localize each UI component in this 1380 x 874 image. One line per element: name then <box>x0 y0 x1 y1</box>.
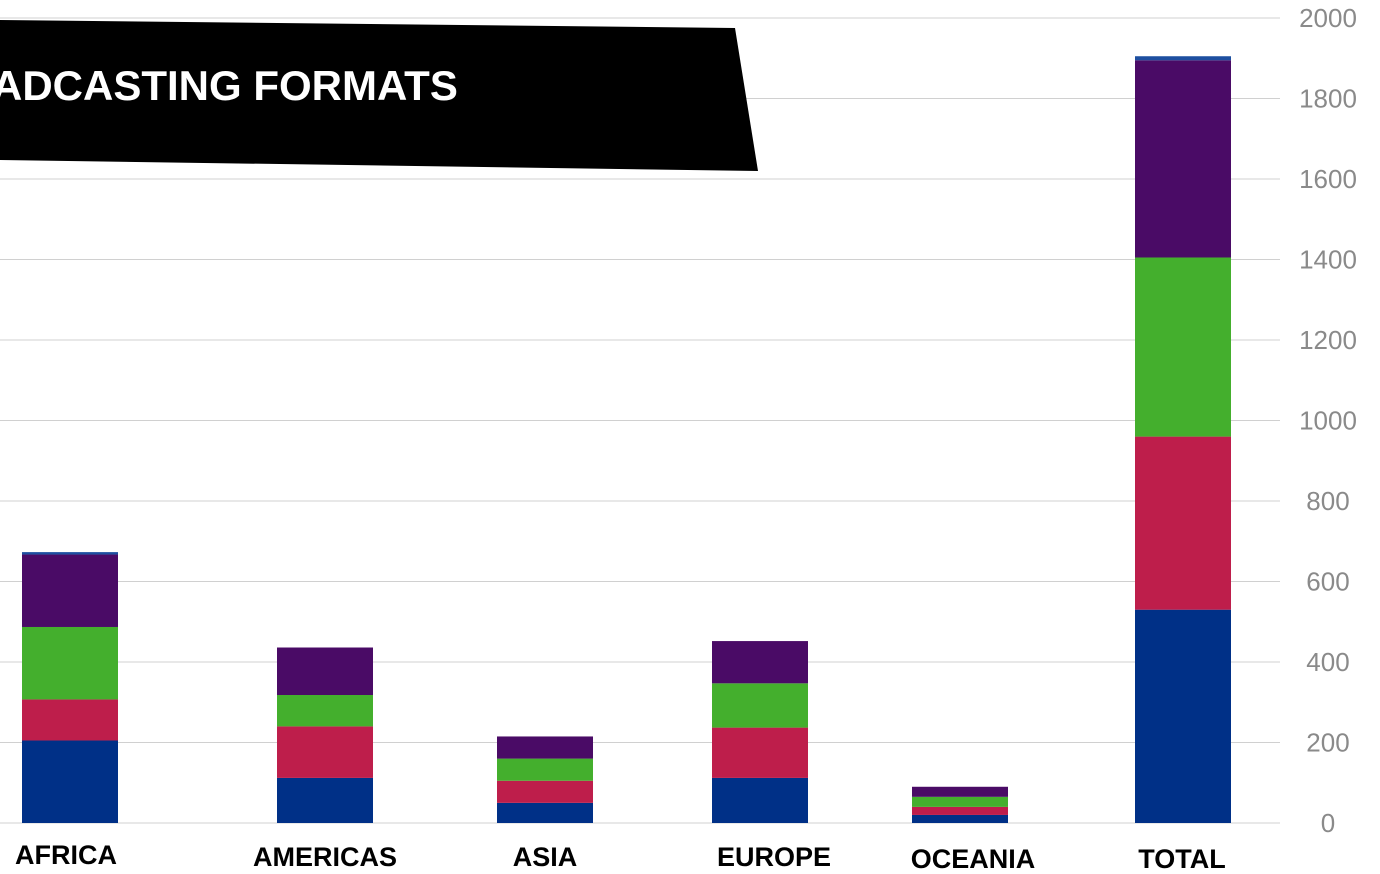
y-tick-label: 2000 <box>1299 3 1357 33</box>
bar-segment <box>497 758 593 781</box>
bar-segment <box>277 695 373 727</box>
x-category-label: EUROPE <box>717 842 831 872</box>
y-tick-label: 1600 <box>1299 164 1357 194</box>
y-tick-label: 600 <box>1306 567 1349 597</box>
bar-segment <box>497 780 593 803</box>
x-category-label: AFRICA <box>15 840 117 870</box>
y-tick-label: 1200 <box>1299 325 1357 355</box>
bar-segment <box>1135 257 1231 437</box>
bar-segment <box>912 796 1008 807</box>
bar-segment <box>1135 436 1231 610</box>
gridlines <box>0 17 1280 824</box>
bar-segment <box>497 736 593 759</box>
title-banner-background <box>0 20 758 171</box>
bar-segment <box>712 777 808 823</box>
bar-segment <box>22 699 118 741</box>
title-banner: ADCASTING FORMATS <box>0 20 758 171</box>
x-category-label: OCEANIA <box>911 844 1036 874</box>
x-category-label: TOTAL <box>1138 844 1226 874</box>
bar-segment <box>1135 56 1231 61</box>
bar-segment <box>22 554 118 627</box>
bar-segment <box>497 802 593 823</box>
bar-segment <box>277 647 373 696</box>
bar-segment <box>22 552 118 555</box>
y-tick-label: 1400 <box>1299 245 1357 275</box>
bar-segment <box>712 641 808 684</box>
bar-segment <box>912 786 1008 797</box>
bar-segment <box>712 727 808 778</box>
bar-segment <box>22 740 118 823</box>
y-axis-ticks: 0 200 400 600 800 1000 1200 1400 1600 1800 2000 <box>1299 3 1357 838</box>
x-axis-categories: AFRICA AMERICAS ASIA EUROPE OCEANIA TOTAL <box>15 840 1226 874</box>
bar-segment <box>1135 609 1231 823</box>
bar-segment <box>277 777 373 823</box>
y-tick-label: 0 <box>1321 808 1335 838</box>
chart-title: ADCASTING FORMATS <box>0 62 458 109</box>
bar-segment <box>277 726 373 778</box>
y-tick-label: 1000 <box>1299 406 1357 436</box>
x-category-label: AMERICAS <box>253 842 397 872</box>
y-tick-label: 200 <box>1306 728 1349 758</box>
bars <box>22 56 1231 823</box>
bar-segment <box>22 626 118 700</box>
y-tick-label: 1800 <box>1299 84 1357 114</box>
bar-segment <box>1135 60 1231 258</box>
y-tick-label: 400 <box>1306 647 1349 677</box>
bar-segment <box>912 814 1008 823</box>
bar-segment <box>912 806 1008 815</box>
x-category-label: ASIA <box>513 842 578 872</box>
bar-segment <box>712 683 808 728</box>
y-tick-label: 800 <box>1306 486 1349 516</box>
